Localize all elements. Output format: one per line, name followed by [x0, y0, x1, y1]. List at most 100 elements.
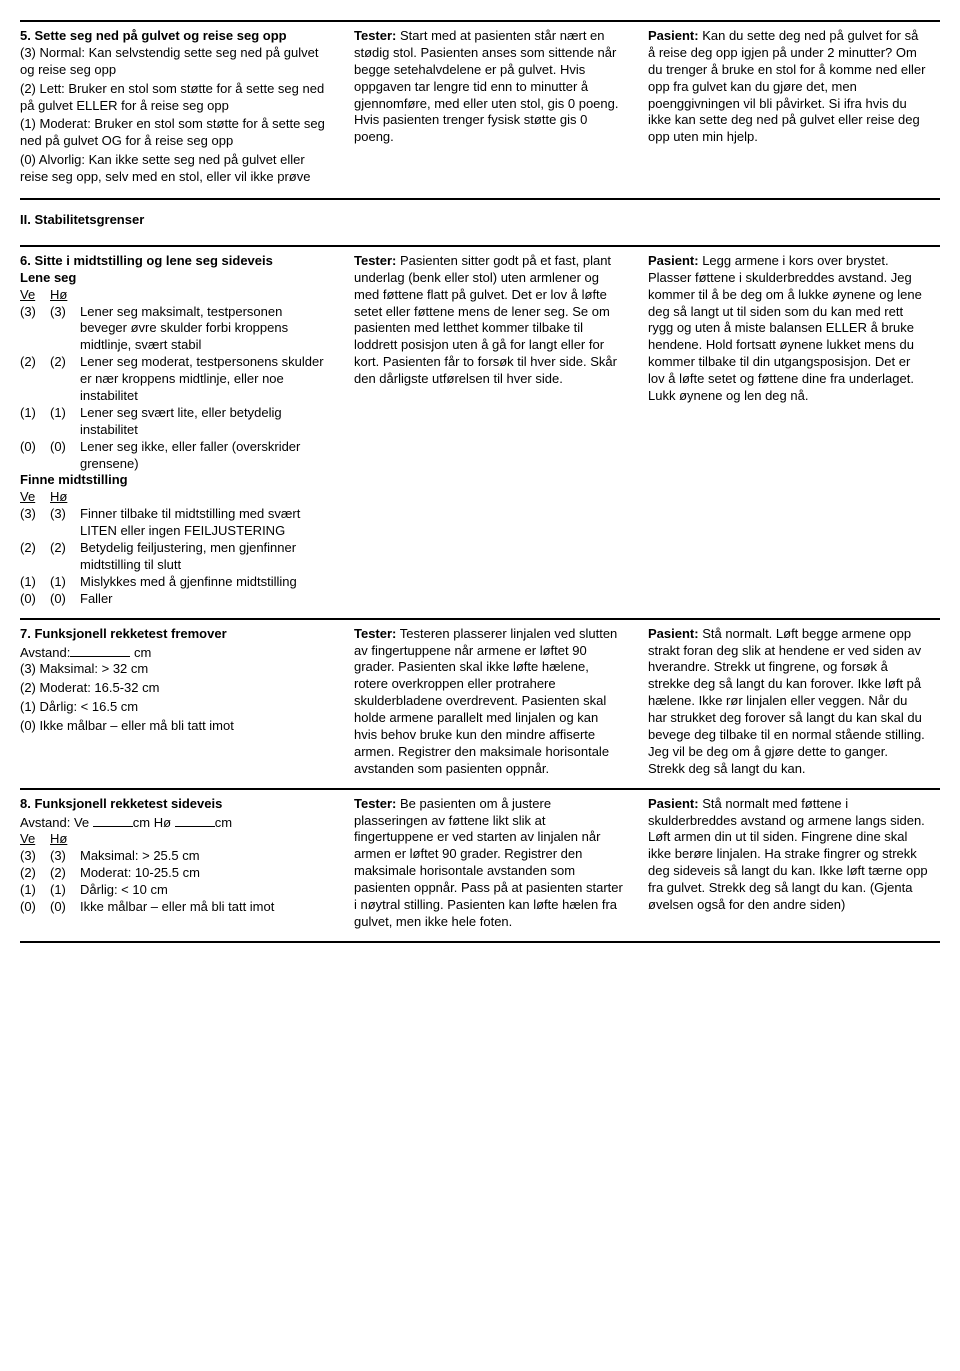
item-7-distance: Avstand: cm [20, 643, 330, 662]
cell: (1) [50, 405, 72, 439]
dist-blank-ve[interactable] [93, 813, 133, 827]
item-8-row-3: (0) (0) Ikke målbar – eller må bli tatt … [20, 899, 330, 916]
item-8-row-2: (1) (1) Dårlig: < 10 cm [20, 882, 330, 899]
item-8-ho: Hø [50, 831, 72, 848]
item-8-tester-text: Be pasienten om å justere plasseringen a… [354, 796, 623, 929]
item-5-opt-0: (0) Alvorlig: Kan ikke sette seg ned på … [20, 152, 330, 186]
item-6: 6. Sitte i midtstilling og lene seg side… [20, 245, 940, 618]
item-8-row-0: (3) (3) Maksimal: > 25.5 cm [20, 848, 330, 865]
cell: Lener seg maksimalt, testpersonen bevege… [80, 304, 330, 355]
cell: (0) [50, 899, 72, 916]
item-6-row2-3: (0) (0) Faller [20, 591, 330, 608]
item-8-columns: 8. Funksjonell rekketest sideveis Avstan… [20, 796, 940, 931]
item-5-tester-text: Start med at pasienten står nært en stød… [354, 28, 618, 144]
pasient-label: Pasient: [648, 626, 699, 641]
cell: Lener seg svært lite, eller betydelig in… [80, 405, 330, 439]
cell: (2) [50, 865, 72, 882]
spacer [80, 287, 330, 304]
cell: Dårlig: < 10 cm [80, 882, 330, 899]
cell: (1) [20, 405, 42, 439]
tester-label: Tester: [354, 796, 396, 811]
item-6-row1-2: (1) (1) Lener seg svært lite, eller bety… [20, 405, 330, 439]
item-8-title: 8. Funksjonell rekketest sideveis [20, 796, 330, 813]
item-7-opt-1: (1) Dårlig: < 16.5 cm [20, 699, 330, 716]
cell: (3) [50, 848, 72, 865]
cell: (2) [20, 354, 42, 405]
item-5-left: 5. Sette seg ned på gulvet og reise seg … [20, 28, 330, 188]
cell: (3) [20, 506, 42, 540]
item-5-pasient: Pasient: Kan du sette deg ned på gulvet … [648, 28, 928, 188]
cell: (0) [20, 439, 42, 473]
item-7-pasient-text: Stå normalt. Løft begge armene opp strak… [648, 626, 925, 776]
item-6-left: 6. Sitte i midtstilling og lene seg side… [20, 253, 330, 608]
item-7-left: 7. Funksjonell rekketest fremover Avstan… [20, 626, 330, 778]
item-7: 7. Funksjonell rekketest fremover Avstan… [20, 618, 940, 788]
item-6-row2-0: (3) (3) Finner tilbake til midtstilling … [20, 506, 330, 540]
item-7-opt-2: (2) Moderat: 16.5-32 cm [20, 680, 330, 697]
cell: (2) [20, 540, 42, 574]
tester-label: Tester: [354, 626, 396, 641]
cell: (2) [50, 354, 72, 405]
dist-blank[interactable] [70, 643, 130, 657]
item-8-left: 8. Funksjonell rekketest sideveis Avstan… [20, 796, 330, 931]
cell: (1) [20, 574, 42, 591]
item-6-ho2: Hø [50, 489, 72, 506]
cell: Lener seg moderat, testpersonens skulder… [80, 354, 330, 405]
item-8-distance: Avstand: Ve cm Hø cm [20, 813, 330, 832]
item-6-tester-text: Pasienten sitter godt på et fast, plant … [354, 253, 617, 386]
dist-mid: cm Hø [133, 815, 171, 830]
item-6-row1-3: (0) (0) Lener seg ikke, eller faller (ov… [20, 439, 330, 473]
item-6-header-row: Ve Hø [20, 287, 330, 304]
item-5-opt-2: (2) Lett: Bruker en stol som støtte for … [20, 81, 330, 115]
cell: Mislykkes med å gjenfinne midtstilling [80, 574, 330, 591]
cell: Moderat: 10-25.5 cm [80, 865, 330, 882]
item-5-tester: Tester: Start med at pasienten står nært… [354, 28, 624, 188]
item-6-ho: Hø [50, 287, 72, 304]
item-6-ve2: Ve [20, 489, 42, 506]
item-6-ve: Ve [20, 287, 42, 304]
cell: (2) [50, 540, 72, 574]
item-6-sub1: Lene seg [20, 270, 330, 287]
page: 5. Sette seg ned på gulvet og reise seg … [0, 0, 960, 983]
cell: (0) [50, 591, 72, 608]
item-6-pasient-text: Legg armene i kors over brystet. Plasser… [648, 253, 922, 403]
item-7-columns: 7. Funksjonell rekketest fremover Avstan… [20, 626, 940, 778]
cell: (3) [50, 304, 72, 355]
dist-prefix: Avstand: Ve [20, 815, 89, 830]
item-5-columns: 5. Sette seg ned på gulvet og reise seg … [20, 28, 940, 188]
item-5-pasient-text: Kan du sette deg ned på gulvet for så å … [648, 28, 925, 144]
tester-label: Tester: [354, 28, 396, 43]
dist-suffix: cm [215, 815, 232, 830]
cell: (1) [50, 574, 72, 591]
item-8-row-1: (2) (2) Moderat: 10-25.5 cm [20, 865, 330, 882]
pasient-label: Pasient: [648, 796, 699, 811]
item-6-pasient: Pasient: Legg armene i kors over brystet… [648, 253, 928, 608]
item-7-pasient: Pasient: Stå normalt. Løft begge armene … [648, 626, 928, 778]
item-6-columns: 6. Sitte i midtstilling og lene seg side… [20, 253, 940, 608]
cell: Ikke målbar – eller må bli tatt imot [80, 899, 330, 916]
cell: (0) [20, 899, 42, 916]
item-6-row1-1: (2) (2) Lener seg moderat, testpersonens… [20, 354, 330, 405]
cell: (3) [20, 304, 42, 355]
item-6-sub2: Finne midtstilling [20, 472, 330, 489]
cell: Maksimal: > 25.5 cm [80, 848, 330, 865]
item-6-row1-0: (3) (3) Lener seg maksimalt, testpersone… [20, 304, 330, 355]
spacer [80, 489, 330, 506]
dist-unit: cm [134, 645, 151, 660]
item-6-header-row2: Ve Hø [20, 489, 330, 506]
dist-blank-ho[interactable] [175, 813, 215, 827]
item-7-tester-text: Testeren plasserer linjalen ved slutten … [354, 626, 617, 776]
cell: Faller [80, 591, 330, 608]
cell: (0) [50, 439, 72, 473]
tester-label: Tester: [354, 253, 396, 268]
item-8-ve: Ve [20, 831, 42, 848]
dist-label: Avstand: [20, 645, 70, 660]
item-5-opt-1: (1) Moderat: Bruker en stol som støtte f… [20, 116, 330, 150]
item-7-opt-0: (0) Ikke målbar – eller må bli tatt imot [20, 718, 330, 735]
cell: Lener seg ikke, eller faller (overskride… [80, 439, 330, 473]
item-6-tester: Tester: Pasienten sitter godt på et fast… [354, 253, 624, 608]
item-7-opt-3: (3) Maksimal: > 32 cm [20, 661, 330, 678]
stability-heading: II. Stabilitetsgrenser [20, 206, 940, 235]
cell: (3) [50, 506, 72, 540]
item-6-row2-1: (2) (2) Betydelig feiljustering, men gje… [20, 540, 330, 574]
